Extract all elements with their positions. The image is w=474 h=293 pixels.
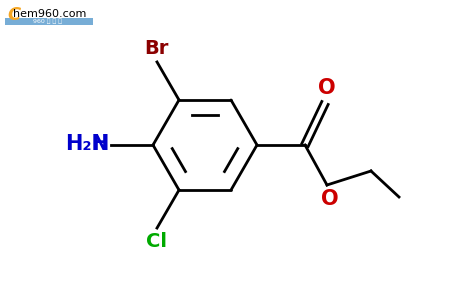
Text: Br: Br	[144, 39, 168, 58]
Text: 960 化 工 网: 960 化 工 网	[34, 19, 63, 24]
Text: C: C	[8, 6, 21, 24]
Text: H: H	[91, 134, 109, 154]
Text: O: O	[318, 78, 336, 98]
Text: hem960.com: hem960.com	[13, 9, 87, 19]
Text: Cl: Cl	[146, 232, 167, 251]
Text: O: O	[321, 189, 339, 209]
FancyBboxPatch shape	[5, 18, 93, 25]
Text: H₂N: H₂N	[65, 134, 109, 154]
